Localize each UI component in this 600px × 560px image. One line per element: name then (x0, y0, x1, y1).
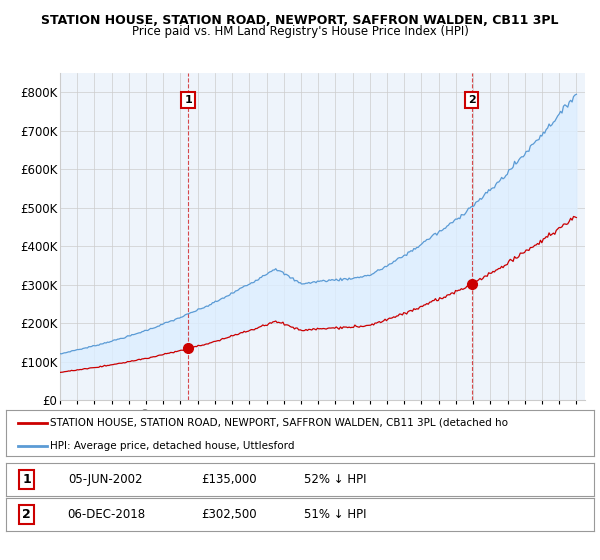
Text: £302,500: £302,500 (202, 508, 257, 521)
Text: 06-DEC-2018: 06-DEC-2018 (67, 508, 145, 521)
Text: 1: 1 (22, 473, 31, 486)
Text: HPI: Average price, detached house, Uttlesford: HPI: Average price, detached house, Uttl… (50, 441, 295, 451)
Text: 2: 2 (468, 95, 476, 105)
Text: STATION HOUSE, STATION ROAD, NEWPORT, SAFFRON WALDEN, CB11 3PL: STATION HOUSE, STATION ROAD, NEWPORT, SA… (41, 14, 559, 27)
Text: 1: 1 (184, 95, 192, 105)
Text: 52% ↓ HPI: 52% ↓ HPI (304, 473, 367, 486)
Text: STATION HOUSE, STATION ROAD, NEWPORT, SAFFRON WALDEN, CB11 3PL (detached ho: STATION HOUSE, STATION ROAD, NEWPORT, SA… (50, 418, 508, 428)
Text: Price paid vs. HM Land Registry's House Price Index (HPI): Price paid vs. HM Land Registry's House … (131, 25, 469, 38)
Text: 2: 2 (22, 508, 31, 521)
Text: £135,000: £135,000 (202, 473, 257, 486)
Text: 51% ↓ HPI: 51% ↓ HPI (304, 508, 367, 521)
Text: 05-JUN-2002: 05-JUN-2002 (69, 473, 143, 486)
